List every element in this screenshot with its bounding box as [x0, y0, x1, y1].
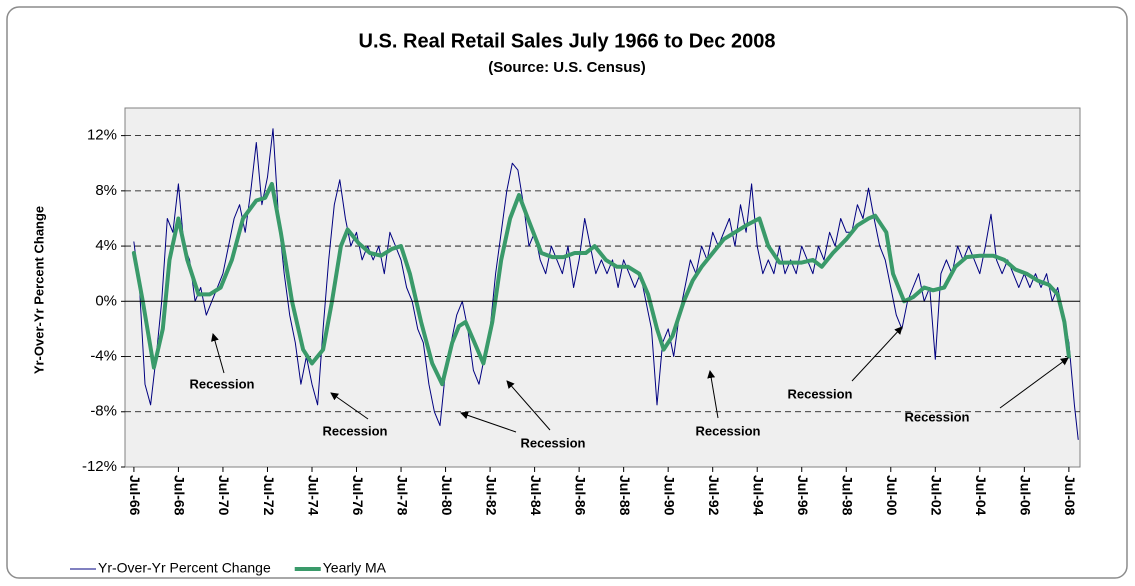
x-tick-label: Jul-72	[261, 475, 277, 516]
legend-label: Yearly MA	[323, 560, 387, 576]
x-tick-label: Jul-00	[884, 475, 900, 516]
y-tick-label: 8%	[95, 182, 117, 199]
y-tick-label: -12%	[82, 458, 117, 475]
x-tick-label: Jul-88	[617, 475, 633, 516]
x-tick-label: Jul-68	[172, 475, 188, 516]
x-tick-label: Jul-90	[661, 475, 677, 516]
chart-subtitle: (Source: U.S. Census)	[488, 59, 646, 76]
annotation: Recession	[189, 376, 254, 391]
x-tick-label: Jul-84	[528, 475, 544, 516]
y-axis-label: Yr-Over-Yr Percent Change	[31, 206, 46, 374]
x-tick-label: Jul-98	[840, 475, 856, 516]
annotation-arrow	[999, 357, 1069, 409]
y-tick-label: 12%	[87, 127, 117, 144]
annotations: Recession Recession Recession Recession Rece…	[189, 326, 1069, 450]
x-tick-label: Jul-78	[394, 475, 410, 516]
x-tick-label: Jul-70	[216, 475, 232, 516]
y-tick-label: 4%	[95, 237, 117, 254]
x-tick-label: Jul-74	[305, 475, 321, 516]
annotation-arrow	[851, 326, 903, 382]
annotation: Recession	[904, 409, 969, 424]
plot-area	[124, 107, 1081, 468]
x-tick-label: Jul-86	[572, 475, 588, 516]
x-tick-label: Jul-80	[439, 475, 455, 516]
series	[131, 128, 1079, 440]
series-line	[133, 128, 1079, 440]
annotation: Recession	[520, 435, 585, 450]
annotation-arrow	[330, 392, 369, 420]
x-tick-label: Jul-06	[1018, 475, 1034, 516]
chart-title: U.S. Real Retail Sales July 1966 to Dec …	[359, 30, 776, 52]
series-line	[131, 181, 1071, 387]
annotation-arrow	[707, 370, 719, 419]
x-tick-label: Jul-96	[795, 475, 811, 516]
annotation-arrow	[211, 333, 225, 374]
grid	[125, 135, 1080, 413]
x-tick-label: Jul-82	[483, 475, 499, 516]
x-tick-label: Jul-76	[350, 475, 366, 516]
y-tick-label: -8%	[90, 403, 117, 420]
legend: Yr-Over-Yr Percent Change Yearly MA	[70, 560, 387, 576]
annotation: Recession	[787, 386, 852, 401]
x-tick-label: Jul-66	[127, 475, 143, 516]
x-tick-label: Jul-08	[1062, 475, 1078, 516]
annotation: Recession	[322, 423, 387, 438]
y-tick-label: -4%	[90, 348, 117, 365]
axes: -12% -8% -4% 0% 4% 8% 12% Jul-66 Jul-68 Jul-70 Jul…	[82, 127, 1080, 516]
x-tick-label: Jul-94	[751, 475, 767, 516]
y-tick-label: 0%	[95, 292, 117, 309]
x-tick-label: Jul-02	[929, 475, 945, 516]
annotation-arrow	[506, 380, 551, 431]
legend-label: Yr-Over-Yr Percent Change	[98, 560, 271, 576]
annotation-arrow	[460, 411, 517, 433]
x-tick-label: Jul-04	[973, 475, 989, 516]
x-tick-label: Jul-92	[706, 475, 722, 516]
annotation: Recession	[695, 423, 760, 438]
